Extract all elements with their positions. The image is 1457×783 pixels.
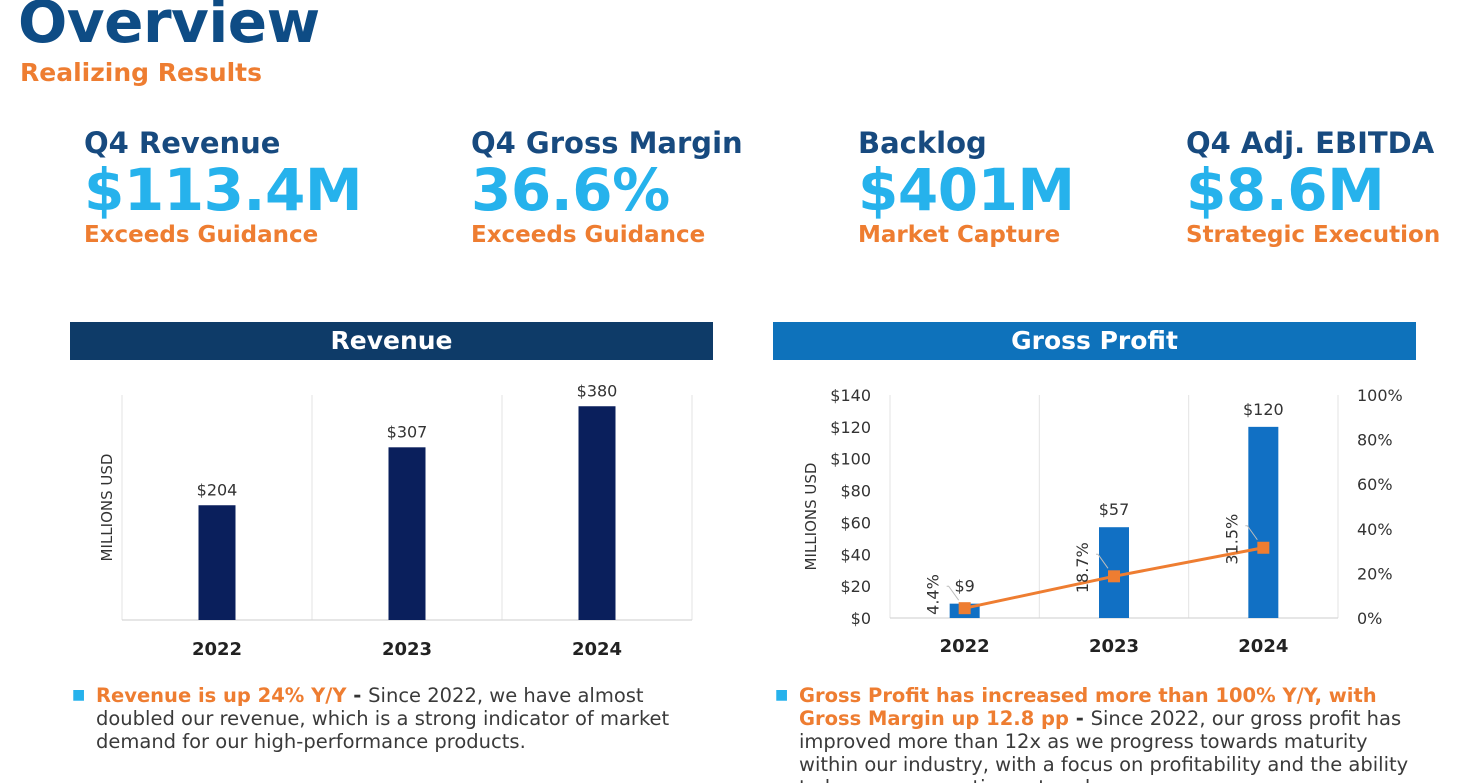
x-tick-label: 2023 — [1089, 636, 1139, 657]
gross-profit-chart: $0 $20 $40 $60 $80 $100 $120 $140 0% 20% 40% 60% 80%… — [802, 386, 1403, 657]
y-tick-label: $100 — [830, 450, 871, 469]
bullet-separator: - — [346, 684, 369, 707]
x-tick-label: 2023 — [382, 639, 432, 660]
x-tick-label: 2022 — [940, 636, 990, 657]
page-title: Overview — [18, 0, 320, 56]
bar-value-label: $120 — [1243, 400, 1284, 419]
bullet-text: Gross Profit has increased more than 100… — [775, 684, 1430, 783]
gross-margin-label: 18.7% — [1073, 542, 1092, 593]
kpi-q4-adj-ebitda: Q4 Adj. EBITDA $8.6M Strategic Execution — [1186, 124, 1440, 252]
revenue-bar — [388, 447, 426, 620]
data-label-leader — [946, 585, 960, 601]
y2-tick-label: 40% — [1357, 520, 1393, 539]
kpi-note: Exceeds Guidance — [84, 222, 319, 248]
kpi-value: $8.6M — [1186, 156, 1385, 224]
kpi-note: Strategic Execution — [1186, 222, 1441, 248]
kpi-value: $401M — [858, 156, 1075, 224]
revenue-chart-title: Revenue — [70, 322, 713, 360]
bullet-text: Revenue is up 24% Y/Y - Since 2022, we h… — [72, 684, 712, 753]
y-axis-label: MILLIONS USD — [98, 454, 116, 562]
y-axis-label: MILLIONS USD — [802, 463, 820, 571]
bullet-lead: Gross Profit has increased more than 100… — [799, 684, 1377, 730]
kpi-label: Q4 Gross Margin — [471, 126, 743, 160]
bullet-square-icon: ■ — [72, 687, 86, 703]
bullet-separator: - — [1068, 707, 1091, 730]
y-tick-label: $80 — [840, 482, 871, 501]
bullet-square-icon: ■ — [775, 687, 789, 703]
y2-tick-label: 60% — [1357, 475, 1393, 494]
bar-value-label: $57 — [1099, 500, 1130, 519]
kpi-q4-gross-margin: Q4 Gross Margin 36.6% Exceeds Guidance — [471, 124, 743, 252]
y-tick-label: $60 — [840, 513, 871, 532]
gross-profit-chart-title: Gross Profit — [773, 322, 1416, 360]
gross-margin-marker — [1257, 541, 1270, 554]
kpi-value: 36.6% — [471, 156, 670, 224]
y-tick-label: $20 — [840, 577, 871, 596]
bullet-lead: Revenue is up 24% Y/Y — [96, 684, 347, 707]
x-tick-label: 2024 — [1238, 636, 1288, 657]
bar-value-label: $380 — [577, 381, 618, 400]
revenue-bullet: ■ Revenue is up 24% Y/Y - Since 2022, we… — [72, 684, 712, 753]
y2-tick-label: 20% — [1357, 564, 1393, 583]
bar-value-label: $204 — [197, 480, 238, 499]
gross-margin-marker — [1108, 570, 1120, 583]
kpi-value: $113.4M — [84, 156, 363, 224]
gross-profit-bar — [1248, 426, 1279, 618]
y-tick-label: $120 — [830, 418, 871, 437]
y-tick-label: $0 — [851, 609, 871, 628]
gross-margin-marker — [958, 602, 971, 615]
x-tick-label: 2024 — [572, 639, 622, 660]
revenue-chart: MILLIONS USD $204 2022 $307 2023 $380 2024 — [98, 381, 693, 660]
kpi-backlog: Backlog $401M Market Capture — [858, 124, 1075, 252]
kpi-q4-revenue: Q4 Revenue $113.4M Exceeds Guidance — [84, 124, 363, 252]
bullet-body: Since 2022, we have almost doubled our r… — [96, 684, 670, 753]
revenue-bar — [198, 505, 236, 620]
gross-profit-bullet: ■ Gross Profit has increased more than 1… — [775, 684, 1430, 783]
kpi-note: Market Capture — [858, 222, 1061, 248]
kpi-label: Q4 Adj. EBITDA — [1186, 126, 1435, 160]
data-label-leader — [1096, 553, 1109, 569]
bar-value-label: $307 — [387, 422, 428, 441]
kpi-note: Exceeds Guidance — [471, 222, 706, 248]
bar-value-label: $9 — [954, 577, 974, 596]
revenue-bar — [578, 406, 616, 620]
gross-margin-label: 4.4% — [924, 574, 943, 615]
y2-tick-label: 100% — [1357, 386, 1403, 405]
kpi-label: Backlog — [858, 126, 987, 160]
kpi-label: Q4 Revenue — [84, 126, 281, 160]
bullet-body: Since 2022, our gross profit has improve… — [799, 707, 1409, 783]
data-label-leader — [1245, 525, 1258, 541]
x-tick-label: 2022 — [192, 639, 242, 660]
page-subtitle: Realizing Results — [20, 58, 263, 87]
y-tick-label: $140 — [830, 386, 871, 405]
y2-tick-label: 80% — [1357, 431, 1393, 450]
gross-margin-label: 31.5% — [1222, 514, 1241, 565]
y-tick-label: $40 — [840, 545, 871, 564]
y2-tick-label: 0% — [1357, 609, 1382, 628]
